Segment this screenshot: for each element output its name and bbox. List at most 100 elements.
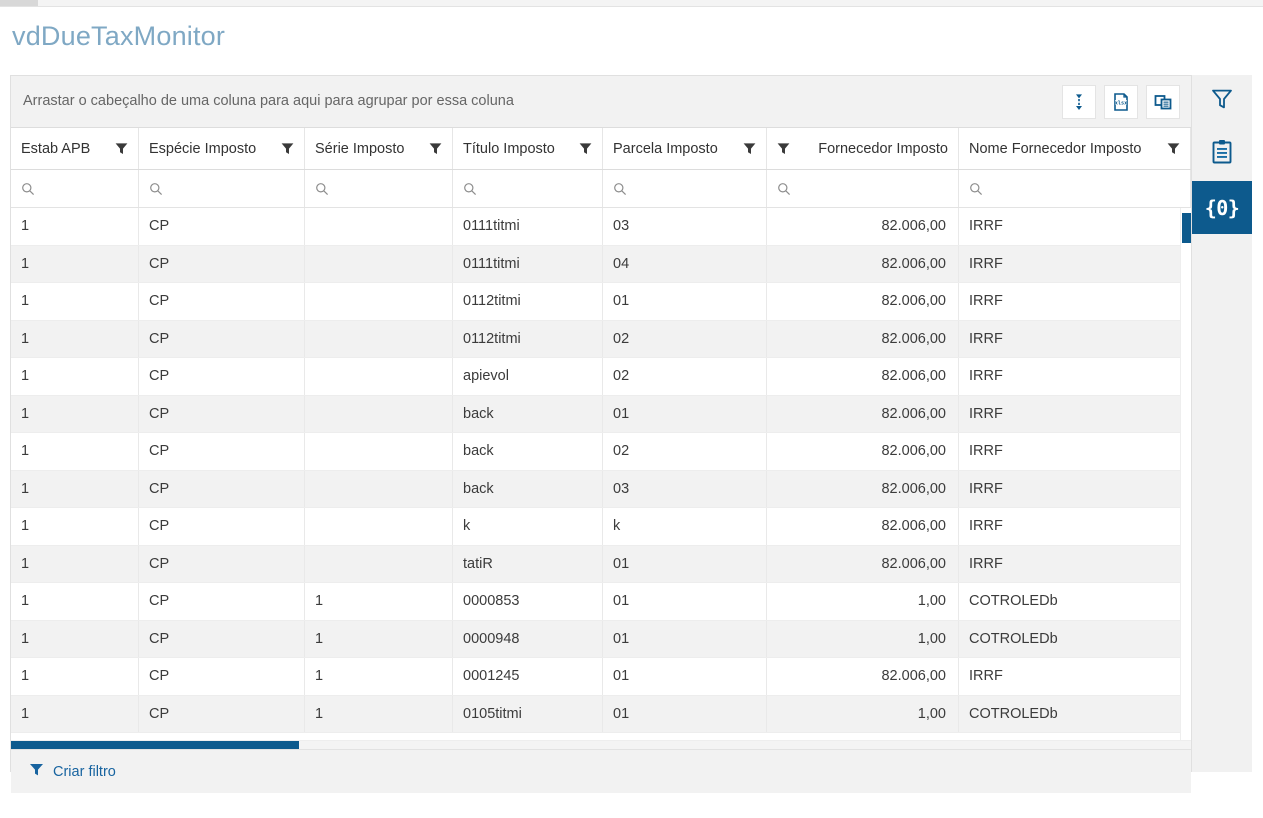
cell-titulo: 0001245 <box>453 658 603 695</box>
column-search-input-serie[interactable] <box>305 170 453 207</box>
cell-serie <box>305 283 453 320</box>
cell-estab: 1 <box>11 395 139 432</box>
table-row[interactable]: 1 CP 0111titmi 04 82.006,00 IRRF <box>11 245 1191 283</box>
cell-estab: 1 <box>11 433 139 470</box>
table-row[interactable]: 1 CP k k 82.006,00 IRRF <box>11 508 1191 546</box>
search-icon <box>969 182 983 196</box>
funnel-icon <box>1210 87 1234 116</box>
cell-especie: CP <box>139 545 305 582</box>
column-search-input-parcela[interactable] <box>603 170 767 207</box>
cell-parcela: 01 <box>603 545 767 582</box>
column-filter-icon-titulo[interactable] <box>579 142 592 155</box>
cell-parcela: 01 <box>603 620 767 657</box>
svg-text:xlsx: xlsx <box>1115 100 1128 106</box>
rail-params[interactable]: {0} <box>1192 181 1252 234</box>
cell-parcela: 01 <box>603 583 767 620</box>
cell-serie <box>305 320 453 357</box>
vertical-scrollbar[interactable] <box>1180 208 1191 740</box>
table-row[interactable]: 1 CP 1 0105titmi 01 1,00 COTROLEDb <box>11 695 1191 733</box>
cell-especie: CP <box>139 620 305 657</box>
cell-estab: 1 <box>11 208 139 245</box>
cell-serie <box>305 508 453 545</box>
cell-especie: CP <box>139 283 305 320</box>
column-filter-icon-estab[interactable] <box>115 142 128 155</box>
column-search-input-estab[interactable] <box>11 170 139 207</box>
cell-serie: 1 <box>305 658 453 695</box>
table-row[interactable]: 1 CP 0112titmi 02 82.006,00 IRRF <box>11 320 1191 358</box>
cell-fornecedor: 82.006,00 <box>767 545 959 582</box>
cell-serie: 1 <box>305 695 453 732</box>
column-filter-icon-nome[interactable] <box>1167 142 1180 155</box>
group-by-bar[interactable]: Arrastar o cabeçalho de uma coluna para … <box>11 76 1191 128</box>
cell-estab: 1 <box>11 245 139 282</box>
column-header-estab[interactable]: Estab APB <box>11 128 139 169</box>
search-icon <box>777 182 791 196</box>
cell-fornecedor: 82.006,00 <box>767 470 959 507</box>
table-row[interactable]: 1 CP apievol 02 82.006,00 IRRF <box>11 358 1191 396</box>
expand-collapse-icon[interactable] <box>1062 85 1096 119</box>
column-header-parcela[interactable]: Parcela Imposto <box>603 128 767 169</box>
rail-clipboard[interactable] <box>1192 128 1252 181</box>
column-filter-icon-serie[interactable] <box>429 142 442 155</box>
horizontal-scrollbar[interactable] <box>11 740 1191 749</box>
horizontal-scroll-thumb[interactable] <box>11 741 299 749</box>
column-header-label: Fornecedor Imposto <box>818 140 948 157</box>
table-row[interactable]: 1 CP back 01 82.006,00 IRRF <box>11 395 1191 433</box>
right-icon-rail: {0} <box>1192 75 1252 772</box>
cell-estab: 1 <box>11 358 139 395</box>
export-xlsx-icon[interactable]: xlsx <box>1104 85 1138 119</box>
table-row[interactable]: 1 CP 1 0000948 01 1,00 COTROLEDb <box>11 620 1191 658</box>
cell-fornecedor: 82.006,00 <box>767 208 959 245</box>
table-row[interactable]: 1 CP 0112titmi 01 82.006,00 IRRF <box>11 283 1191 321</box>
cell-nome: IRRF <box>959 433 1191 470</box>
copy-layout-icon[interactable] <box>1146 85 1180 119</box>
table-row[interactable]: 1 CP 1 0001245 01 82.006,00 IRRF <box>11 658 1191 696</box>
column-filter-icon-especie[interactable] <box>281 142 294 155</box>
cell-serie <box>305 433 453 470</box>
column-header-titulo[interactable]: Título Imposto <box>453 128 603 169</box>
braces-icon: {0} <box>1204 195 1240 220</box>
rail-filter[interactable] <box>1192 75 1252 128</box>
column-filter-icon-fornecedor[interactable] <box>777 142 790 155</box>
cell-titulo: 0111titmi <box>453 208 603 245</box>
column-search-input-fornecedor[interactable] <box>767 170 959 207</box>
cell-serie: 1 <box>305 583 453 620</box>
column-search-input-especie[interactable] <box>139 170 305 207</box>
table-row[interactable]: 1 CP back 03 82.006,00 IRRF <box>11 470 1191 508</box>
cell-nome: COTROLEDb <box>959 620 1191 657</box>
search-icon <box>463 182 477 196</box>
create-filter-button[interactable]: Criar filtro <box>53 763 116 780</box>
cell-serie <box>305 545 453 582</box>
cell-fornecedor: 82.006,00 <box>767 658 959 695</box>
column-search-input-titulo[interactable] <box>453 170 603 207</box>
cell-estab: 1 <box>11 283 139 320</box>
cell-fornecedor: 82.006,00 <box>767 245 959 282</box>
cell-titulo: 0000853 <box>453 583 603 620</box>
cell-titulo: 0105titmi <box>453 695 603 732</box>
window-top-scrollbar[interactable] <box>0 0 1263 7</box>
cell-estab: 1 <box>11 545 139 582</box>
vertical-scroll-thumb[interactable] <box>1182 213 1191 243</box>
grid-toolbar: xlsx <box>1062 85 1180 119</box>
cell-titulo: tatiR <box>453 545 603 582</box>
cell-fornecedor: 82.006,00 <box>767 508 959 545</box>
table-row[interactable]: 1 CP back 02 82.006,00 IRRF <box>11 433 1191 471</box>
cell-nome: IRRF <box>959 208 1191 245</box>
cell-especie: CP <box>139 433 305 470</box>
column-filter-icon-parcela[interactable] <box>743 142 756 155</box>
funnel-icon <box>29 762 44 782</box>
cell-parcela: k <box>603 508 767 545</box>
column-search-input-nome[interactable] <box>959 170 1191 207</box>
table-row[interactable]: 1 CP 1 0000853 01 1,00 COTROLEDb <box>11 583 1191 621</box>
cell-especie: CP <box>139 245 305 282</box>
column-header-fornecedor[interactable]: Fornecedor Imposto <box>767 128 959 169</box>
column-header-label: Parcela Imposto <box>613 140 718 157</box>
cell-titulo: 0112titmi <box>453 283 603 320</box>
window-scroll-thumb[interactable] <box>0 0 38 6</box>
column-header-serie[interactable]: Série Imposto <box>305 128 453 169</box>
column-header-nome[interactable]: Nome Fornecedor Imposto <box>959 128 1191 169</box>
cell-titulo: 0112titmi <box>453 320 603 357</box>
table-row[interactable]: 1 CP 0111titmi 03 82.006,00 IRRF <box>11 208 1191 246</box>
table-row[interactable]: 1 CP tatiR 01 82.006,00 IRRF <box>11 545 1191 583</box>
column-header-especie[interactable]: Espécie Imposto <box>139 128 305 169</box>
